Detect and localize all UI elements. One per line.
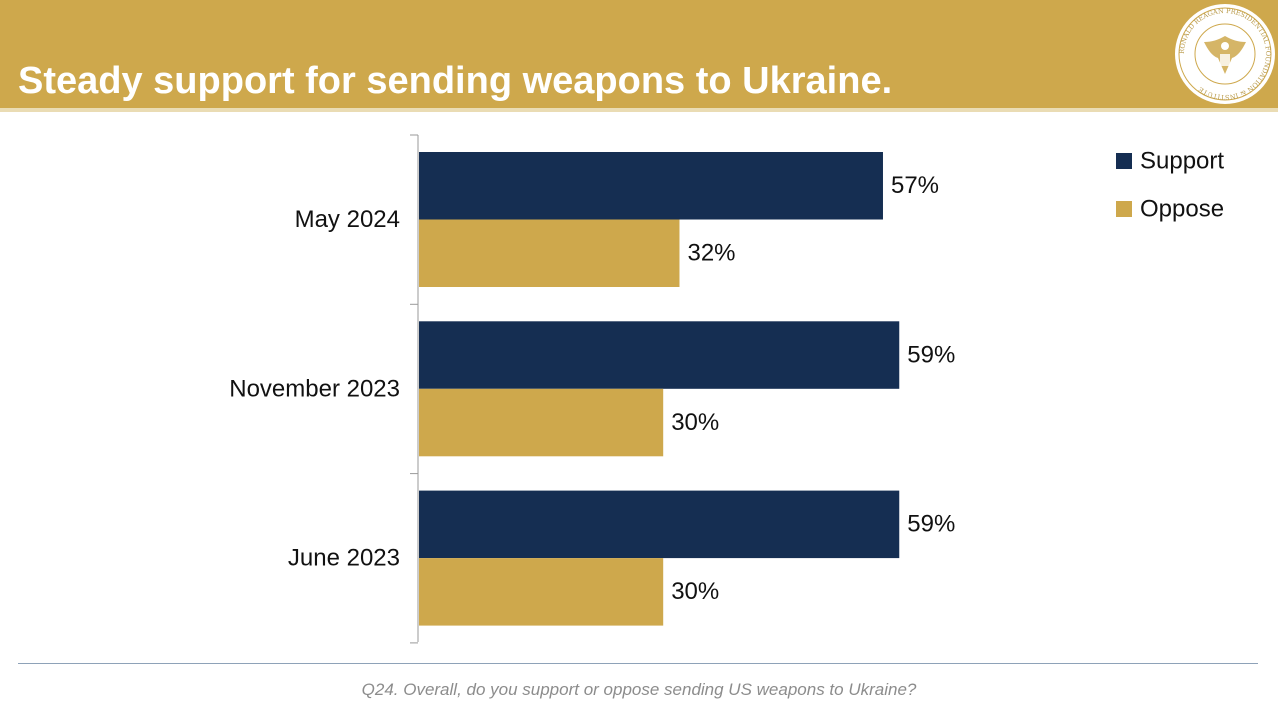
legend-swatch-oppose — [1116, 201, 1132, 217]
bar-chart: May 2024 November 2023 June 2023 57% 32% 59%… — [229, 134, 1224, 644]
question-footnote: Q24. Overall, do you support or oppose s… — [361, 680, 917, 699]
bar-support — [419, 152, 883, 220]
data-label: 30% — [671, 409, 719, 436]
bar-support — [419, 321, 900, 389]
data-label: 30% — [671, 578, 719, 605]
bar-oppose — [419, 219, 680, 287]
data-label: 32% — [687, 240, 735, 267]
category-label: May 2024 — [295, 206, 400, 233]
legend-label: Support — [1140, 147, 1224, 174]
footer-rule — [18, 663, 1258, 664]
page-title: Steady support for sending weapons to Uk… — [18, 60, 893, 102]
legend-label: Oppose — [1140, 195, 1224, 222]
data-label: 59% — [907, 511, 955, 538]
foundation-seal-logo: RONALD REAGAN PRESIDENTIAL FOUNDATION & … — [1173, 2, 1277, 106]
bar-oppose — [419, 558, 664, 626]
header-rule — [0, 108, 1278, 112]
data-label: 59% — [907, 341, 955, 368]
bar-oppose — [419, 388, 664, 457]
legend-swatch-support — [1116, 153, 1132, 169]
data-label: 57% — [891, 172, 939, 199]
category-label: June 2023 — [288, 545, 400, 572]
header-band — [0, 0, 1278, 108]
bar-support — [419, 490, 900, 559]
legend: Support Oppose — [1116, 147, 1224, 222]
category-label: November 2023 — [229, 375, 400, 402]
